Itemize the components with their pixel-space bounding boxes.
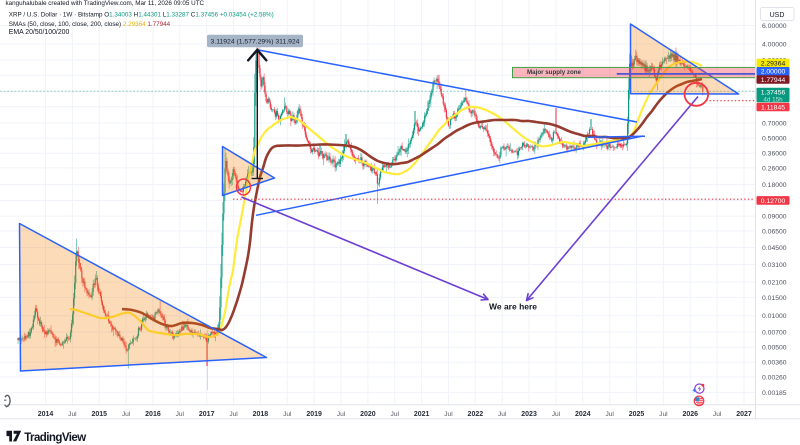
svg-text:2.00000: 2.00000 [761, 69, 786, 76]
svg-text:Major supply zone: Major supply zone [527, 69, 582, 76]
svg-text:0.00500: 0.00500 [762, 345, 787, 352]
svg-text:0.36000: 0.36000 [762, 151, 787, 158]
svg-text:USD: USD [770, 12, 785, 19]
svg-text:Jul: Jul [68, 411, 77, 418]
svg-text:0.50000: 0.50000 [762, 136, 787, 143]
svg-text:Jul: Jul [283, 411, 292, 418]
svg-text:4d 15h: 4d 15h [763, 96, 783, 103]
svg-text:1.77944: 1.77944 [761, 77, 786, 84]
svg-text:0.03100: 0.03100 [762, 262, 787, 269]
svg-text:2021: 2021 [414, 411, 430, 418]
svg-text:Jul: Jul [444, 411, 453, 418]
svg-text:2014: 2014 [38, 411, 54, 418]
svg-text:Jul: Jul [659, 411, 668, 418]
svg-text:0.18000: 0.18000 [762, 182, 787, 189]
svg-text:0.00360: 0.00360 [762, 360, 787, 367]
svg-text:6.00000: 6.00000 [762, 23, 787, 30]
svg-text:Jul: Jul [552, 411, 561, 418]
svg-text:EMA 20/50/100/200: EMA 20/50/100/200 [9, 29, 70, 36]
svg-text:Jul: Jul [229, 411, 238, 418]
svg-text:3.11924 (1,577.29%) 311,924: 3.11924 (1,577.29%) 311,924 [211, 39, 300, 46]
svg-text:0.01500: 0.01500 [762, 295, 787, 302]
svg-text:0.04500: 0.04500 [762, 245, 787, 252]
svg-text:2020: 2020 [360, 411, 376, 418]
svg-text:TradingView: TradingView [24, 432, 86, 444]
svg-text:Jul: Jul [122, 411, 131, 418]
svg-text:Jul: Jul [391, 411, 400, 418]
svg-text:0.09000: 0.09000 [762, 214, 787, 221]
svg-text:0.70000: 0.70000 [762, 120, 787, 127]
svg-text:kanguhalubale created with Tra: kanguhalubale created with TradingView.c… [6, 0, 205, 7]
svg-text:0.26000: 0.26000 [762, 165, 787, 172]
svg-text:2016: 2016 [145, 411, 161, 418]
svg-text:0.00260: 0.00260 [762, 374, 787, 381]
svg-text:2025: 2025 [629, 411, 645, 418]
svg-text:Jul: Jul [713, 411, 722, 418]
svg-text:0.06500: 0.06500 [762, 228, 787, 235]
svg-text:0.01000: 0.01000 [762, 313, 787, 320]
svg-text:SMAs (50, close, 100, close, 2: SMAs (50, close, 100, close, 200, close)… [9, 21, 171, 28]
svg-text:1.37456: 1.37456 [761, 90, 786, 97]
svg-text:Jul: Jul [176, 411, 185, 418]
svg-text:2027: 2027 [736, 411, 752, 418]
svg-text:2017: 2017 [199, 411, 215, 418]
svg-text:2018: 2018 [253, 411, 269, 418]
svg-text:We are here: We are here [489, 302, 537, 312]
svg-text:4.00000: 4.00000 [762, 41, 787, 48]
svg-text:0.02100: 0.02100 [762, 280, 787, 287]
svg-text:0.12700: 0.12700 [761, 198, 786, 205]
svg-text:1.11845: 1.11845 [761, 104, 785, 111]
svg-text:Jul: Jul [498, 411, 507, 418]
svg-text:0.00700: 0.00700 [762, 329, 787, 336]
svg-text:XRP / U.S. Dollar · 1W · Bitst: XRP / U.S. Dollar · 1W · Bitstamp O1.340… [9, 12, 274, 19]
svg-text:2022: 2022 [468, 411, 484, 418]
svg-text:2026: 2026 [682, 411, 698, 418]
svg-text:2024: 2024 [575, 411, 591, 418]
svg-text:2.29364: 2.29364 [761, 60, 786, 67]
svg-text:2019: 2019 [306, 411, 322, 418]
svg-text:Jul: Jul [337, 411, 346, 418]
svg-text:0.00185: 0.00185 [762, 390, 787, 397]
svg-text:2015: 2015 [91, 411, 107, 418]
svg-text:Jul: Jul [605, 411, 614, 418]
svg-text:2023: 2023 [521, 411, 537, 418]
